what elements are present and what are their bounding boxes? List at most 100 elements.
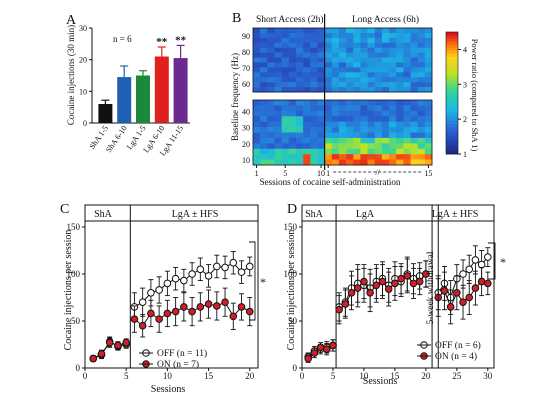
panel-b-heat-cell — [338, 132, 347, 139]
panel-b-heat-cell — [417, 47, 426, 53]
panel-b-heat-cell — [303, 62, 311, 68]
panel-b-heat-cell — [317, 127, 325, 133]
panel-b-heat-cell — [260, 42, 268, 48]
panel-b-heat-cell — [374, 28, 383, 34]
panel-b-heat-cell — [267, 42, 275, 48]
panel-c-data-point — [171, 274, 180, 283]
panel-b-heat-cell — [338, 47, 347, 53]
panel-b-x-axis-label: Sessions of cocaine self-administration — [260, 177, 401, 187]
panel-b-heat-cell — [417, 100, 426, 106]
panel-b-heat-cell — [410, 52, 418, 58]
panel-b-heat-cell — [403, 72, 411, 78]
panel-b-heat-cell — [424, 37, 433, 44]
panel-b-heat-cell — [381, 127, 390, 133]
panel-b-heat-cell — [288, 62, 297, 68]
panel-b-top-frame — [252, 27, 433, 93]
panel-b-heat-cell — [317, 42, 325, 48]
panel-b-heat-cell — [338, 42, 347, 48]
panel-b-heat-cell — [267, 37, 275, 44]
panel-b-heat-cell — [303, 82, 311, 88]
panel-b-heat-cell — [410, 143, 418, 150]
panel-b-heat-cell — [396, 127, 404, 133]
panel-b-heat-cell — [410, 87, 418, 93]
panel-b-heat-cell — [317, 82, 325, 88]
panel-b-heat-cell — [288, 28, 297, 34]
panel-b-heat-cell — [331, 159, 340, 166]
panel-b-heat-cell — [389, 148, 397, 155]
panel-b-heat-cell — [331, 47, 340, 53]
panel-b-heat-cell — [424, 159, 433, 166]
panel-b-heat-cell — [417, 127, 426, 133]
panel-b-colorbar-segment — [446, 147, 458, 152]
panel-b-heat-cell — [317, 62, 325, 68]
panel-d-data-point — [440, 287, 449, 295]
panel-b-heat-cell — [353, 32, 361, 39]
panel-b-heat-cell — [353, 42, 361, 48]
panel-a-y-tick-label: 30 — [79, 24, 87, 33]
panel-b-heat-cell — [346, 67, 354, 73]
panel-b-heat-cell — [274, 82, 282, 88]
panel-b-heat-cell — [288, 87, 297, 93]
panel-b-heat-cell — [338, 52, 347, 58]
panel-b-heat-cell — [274, 121, 282, 128]
panel-b-heat-cell — [267, 28, 275, 34]
panel-d-x-tick-label: 5 — [331, 371, 336, 381]
panel-b-colorbar-segment — [446, 144, 458, 149]
panel-b-heat-cell — [367, 121, 376, 128]
panel-b-heat-cell — [381, 67, 390, 73]
panel-b-heat-cell — [310, 105, 318, 112]
panel-b-heat-cell — [353, 47, 361, 53]
panel-b-heat-cell — [396, 28, 404, 34]
panel-b-colorbar-segment — [446, 132, 458, 137]
panel-b-heat-cell — [317, 105, 325, 112]
panel-b-heat-cell — [253, 47, 261, 53]
panel-b-heat-cell — [367, 127, 376, 133]
panel-b-heat-cell — [260, 77, 268, 83]
panel-b-heat-cell — [267, 132, 275, 139]
panel-b-heat-cell — [424, 32, 433, 39]
panel-b-heat-cell — [310, 72, 318, 78]
panel-b-heat-cell — [310, 42, 318, 48]
panel-b-heat-cell — [346, 127, 354, 133]
panel-b-heat-cell — [403, 87, 411, 93]
panel-b-heat-cell — [331, 52, 340, 58]
panel-b-heat-cell — [260, 127, 268, 133]
panel-b-heat-cell — [324, 121, 333, 128]
panel-b-heat-cell — [317, 77, 325, 83]
panel-b-heat-cell — [424, 72, 433, 78]
panel-b-colorbar-segment — [446, 89, 458, 94]
panel-b-heat-cell — [260, 72, 268, 78]
panel-b-heat-cell — [424, 47, 433, 53]
panel-b-heat-cell — [260, 57, 268, 63]
panel-d-section-label: ShA — [305, 209, 324, 220]
panel-b-heat-cell — [374, 148, 383, 155]
panel-b-heat-cell — [360, 110, 368, 117]
panel-b-heat-cell — [389, 127, 397, 133]
panel-c-data-point — [89, 354, 98, 363]
panel-b-heat-cell — [338, 32, 347, 39]
panel-b-heat-cell — [353, 87, 361, 93]
panel-b-heat-cell — [381, 87, 390, 93]
panel-b-heat-cell — [389, 62, 397, 68]
panel-b-heat-cell — [303, 77, 311, 83]
panel-b-heat-cell — [338, 72, 347, 78]
panel-b-heat-cell — [310, 37, 318, 44]
panel-b-heat-cell — [381, 121, 390, 128]
panel-b-heat-cell — [303, 87, 311, 93]
panel-b-heat-cell — [295, 62, 304, 68]
panel-d-x-tick-label: 15 — [390, 371, 400, 381]
panel-b-heat-cell — [424, 137, 433, 144]
panel-b-x-tick-label: 5 — [283, 169, 287, 178]
panel-b-heat-cell — [353, 52, 361, 58]
panel-b-heat-cell — [331, 127, 340, 133]
panel-b-heat-cell — [381, 77, 390, 83]
panel-b-heat-cell — [331, 116, 340, 122]
panel-b-heat-cell — [346, 47, 354, 53]
panel-d-x-tick-label: 30 — [483, 371, 493, 381]
panel-c-data-point — [204, 300, 213, 308]
panel-b-heat-cell — [389, 110, 397, 117]
panel-a-y-tick-label: 0 — [83, 119, 87, 128]
panel-b-heat-cell — [324, 67, 333, 73]
panel-b-heat-cell — [288, 121, 297, 128]
